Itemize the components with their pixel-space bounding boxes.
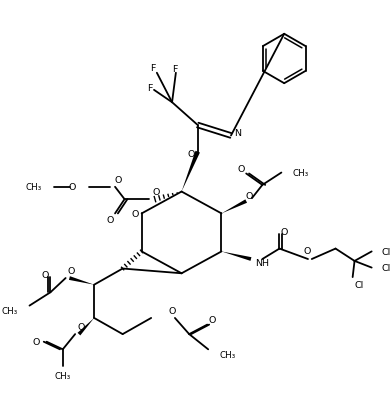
Text: F: F bbox=[147, 83, 153, 92]
Text: O: O bbox=[77, 322, 84, 331]
Text: O: O bbox=[246, 192, 253, 200]
Text: O: O bbox=[68, 266, 75, 275]
Text: NH: NH bbox=[255, 259, 269, 268]
Text: CH₃: CH₃ bbox=[26, 183, 42, 192]
Polygon shape bbox=[221, 200, 247, 214]
Text: CH₃: CH₃ bbox=[293, 168, 309, 178]
Text: O: O bbox=[280, 227, 288, 237]
Text: CH₃: CH₃ bbox=[220, 350, 236, 359]
Text: CH₃: CH₃ bbox=[2, 306, 18, 315]
Text: CH₃: CH₃ bbox=[55, 371, 71, 380]
Text: O: O bbox=[114, 175, 122, 184]
Text: O: O bbox=[69, 183, 76, 192]
Text: O: O bbox=[187, 150, 195, 159]
Text: O: O bbox=[107, 215, 114, 224]
Text: F: F bbox=[172, 65, 178, 74]
Text: O: O bbox=[131, 209, 139, 218]
Polygon shape bbox=[221, 252, 251, 261]
Text: O: O bbox=[32, 337, 40, 346]
Text: O: O bbox=[169, 306, 176, 315]
Text: O: O bbox=[208, 315, 216, 324]
Text: O: O bbox=[152, 188, 160, 196]
Text: Cl: Cl bbox=[381, 263, 390, 273]
Polygon shape bbox=[181, 151, 200, 192]
Text: O: O bbox=[238, 165, 245, 174]
Text: F: F bbox=[151, 64, 156, 73]
Text: Cl: Cl bbox=[355, 281, 364, 290]
Text: Cl: Cl bbox=[381, 247, 390, 256]
Text: O: O bbox=[42, 270, 49, 279]
Polygon shape bbox=[77, 318, 94, 336]
Text: O: O bbox=[303, 246, 311, 255]
Polygon shape bbox=[69, 277, 94, 285]
Text: N: N bbox=[234, 129, 241, 138]
